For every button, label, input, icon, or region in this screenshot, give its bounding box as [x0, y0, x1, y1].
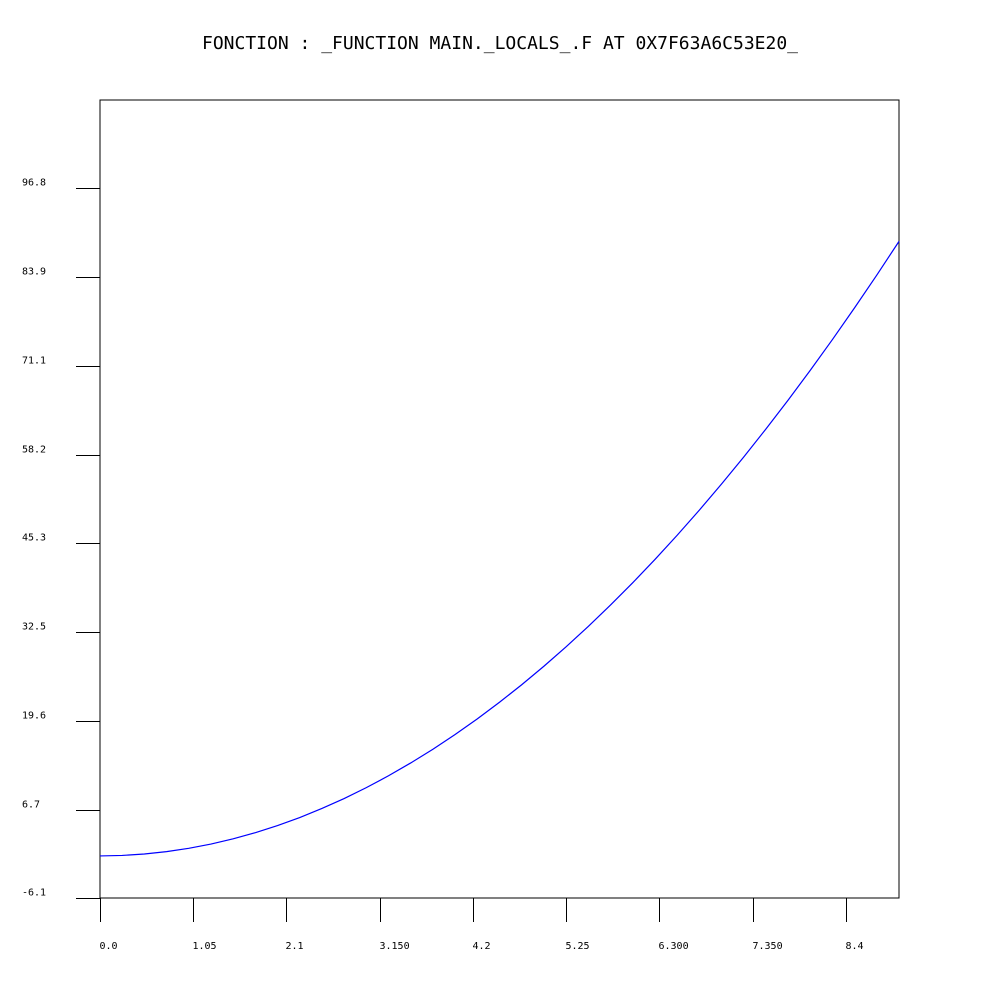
x-tick-label: 5.25: [566, 941, 590, 952]
x-tick-label: 8.4: [846, 941, 864, 952]
x-tick-label: 7.350: [753, 941, 783, 952]
y-axis: -6.1 6.7 19.6 32.5 45.3 58.2 71.1 83.9 96.8: [22, 178, 100, 899]
x-tick-label: 3.150: [380, 941, 410, 952]
y-tick-label: 32.5: [22, 622, 46, 633]
y-tick-label: 6.7: [22, 800, 40, 811]
plot-frame: [99, 99, 900, 899]
y-tick-label: 96.8: [22, 178, 46, 189]
series-line: [99, 241, 900, 857]
y-tick-label: 58.2: [22, 445, 46, 456]
y-tick-label: 71.1: [22, 356, 46, 367]
x-axis: 0.0 1.05 2.1 3.150 4.2 5.25 6.300 7.350 8.4: [100, 898, 864, 952]
x-tick-label: 6.300: [659, 941, 689, 952]
y-tick-label: -6.1: [22, 888, 46, 899]
x-tick-label: 0.0: [100, 941, 118, 952]
y-tick-label: 45.3: [22, 533, 46, 544]
y-tick-label: 19.6: [22, 711, 46, 722]
x-tick-label: 2.1: [286, 941, 304, 952]
series-layer: [99, 241, 900, 857]
chart-title: FONCTION : _FUNCTION MAIN._LOCALS_.F AT …: [202, 33, 798, 54]
x-tick-label: 4.2: [473, 941, 491, 952]
y-tick-label: 83.9: [22, 267, 46, 278]
x-tick-label: 1.05: [193, 941, 217, 952]
